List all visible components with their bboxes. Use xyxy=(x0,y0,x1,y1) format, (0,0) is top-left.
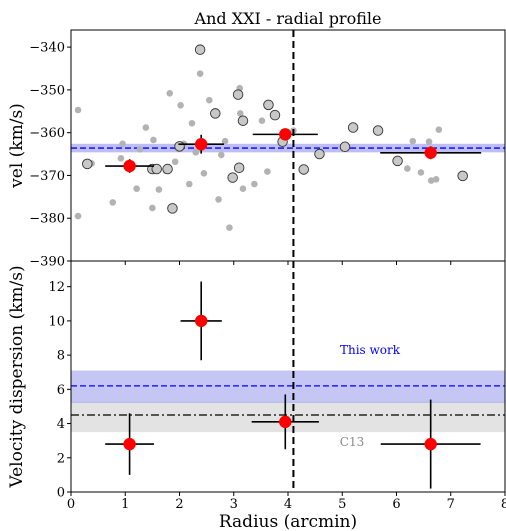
y-tick-label: 10 xyxy=(48,314,65,329)
background-star-point xyxy=(239,185,247,193)
y-tick-label: −380 xyxy=(29,212,65,227)
y-tick-label: −370 xyxy=(29,169,65,184)
member-star-point xyxy=(227,172,238,183)
background-star-point xyxy=(196,70,204,77)
x-tick-label: 3 xyxy=(230,497,238,512)
y-tick-label: 8 xyxy=(57,349,65,364)
binned-point xyxy=(279,128,292,141)
y-tick-label: 6 xyxy=(57,383,65,398)
background-star-point xyxy=(417,169,425,176)
member-star-point xyxy=(174,141,185,152)
background-star-point xyxy=(425,138,433,145)
background-star-point xyxy=(166,90,174,97)
background-star-point xyxy=(188,119,196,127)
background-star-point xyxy=(171,158,179,166)
x-tick-label: 8 xyxy=(501,497,506,512)
background-star-point xyxy=(226,224,233,231)
background-star-point xyxy=(119,140,126,148)
velocity-panel: −390 −380 −370 −360 −350 −340 vel (km/s) xyxy=(7,29,506,270)
background-star-point xyxy=(192,149,200,156)
x-axis-label: Radius (arcmin) xyxy=(219,512,357,531)
member-star-point xyxy=(339,141,351,153)
x-tick-label: 6 xyxy=(392,497,400,512)
background-star-point xyxy=(404,165,411,172)
y-tick-label: −340 xyxy=(29,41,65,56)
background-star-point xyxy=(215,196,222,203)
x-tick-label: 2 xyxy=(175,497,183,512)
this-work-label: This work xyxy=(340,343,401,357)
member-star-point xyxy=(232,89,244,100)
member-star-point xyxy=(210,108,221,119)
y-tick-label: −360 xyxy=(29,126,65,141)
member-star-point xyxy=(194,44,206,55)
background-star-point xyxy=(109,199,117,206)
y-axis-label: Velocity dispersion (km/s) xyxy=(7,265,27,488)
binned-point xyxy=(195,314,208,328)
member-star-point xyxy=(82,158,93,170)
background-star-point xyxy=(150,136,157,144)
x-tick-label: 1 xyxy=(121,497,129,512)
background-star-point xyxy=(74,212,82,220)
member-star-point xyxy=(392,155,403,167)
member-star-point xyxy=(233,162,245,173)
background-star-point xyxy=(136,146,144,153)
background-star-point xyxy=(206,96,213,104)
binned-point xyxy=(123,437,136,451)
this-work-band xyxy=(71,370,505,404)
member-star-point xyxy=(457,170,468,182)
y-tick-label: 0 xyxy=(57,486,65,501)
background-star-point xyxy=(435,126,443,133)
member-star-point xyxy=(314,148,325,160)
y-tick-label: 4 xyxy=(57,417,65,432)
binned-point xyxy=(279,415,292,429)
background-star-point xyxy=(185,180,193,188)
background-star-point xyxy=(117,155,125,162)
x-tick-label: 4 xyxy=(284,497,292,512)
y-tick-label: 12 xyxy=(48,280,65,295)
background-star-point xyxy=(133,185,140,193)
member-star-point xyxy=(167,203,178,214)
y-axis-label: vel (km/s) xyxy=(7,103,27,189)
background-star-point xyxy=(221,137,229,145)
background-star-point xyxy=(149,204,156,212)
member-star-point xyxy=(372,125,384,136)
member-star-point xyxy=(298,164,309,175)
y-tick-label: −350 xyxy=(29,83,65,98)
background-star-point xyxy=(236,110,244,117)
member-star-point xyxy=(162,163,173,175)
background-star-point xyxy=(74,106,82,114)
x-tick-label: 5 xyxy=(338,497,346,512)
member-star-point xyxy=(269,109,281,121)
background-star-point xyxy=(409,137,417,145)
background-star-point xyxy=(264,168,271,175)
binned-point xyxy=(424,437,437,451)
binned-point xyxy=(123,159,136,173)
c13-label: C13 xyxy=(340,435,364,449)
member-star-point xyxy=(237,115,249,126)
binned-point xyxy=(195,138,208,151)
x-tick-label: 0 xyxy=(67,497,75,512)
background-star-point xyxy=(217,151,225,159)
y-tick-label: −390 xyxy=(29,255,65,270)
figure-title: And XXI - radial profile xyxy=(194,9,382,28)
member-star-point xyxy=(347,122,359,133)
member-star-point xyxy=(263,99,274,111)
background-star-point xyxy=(200,170,208,177)
binned-point xyxy=(424,146,437,159)
background-star-point xyxy=(432,175,440,183)
background-star-point xyxy=(177,101,184,109)
background-star-point xyxy=(142,124,150,131)
background-star-point xyxy=(155,186,163,193)
x-tick-label: 7 xyxy=(447,497,455,512)
y-tick-label: 2 xyxy=(57,451,65,466)
background-star-point xyxy=(258,117,266,124)
member-star-point xyxy=(151,163,162,175)
background-star-point xyxy=(251,180,258,188)
